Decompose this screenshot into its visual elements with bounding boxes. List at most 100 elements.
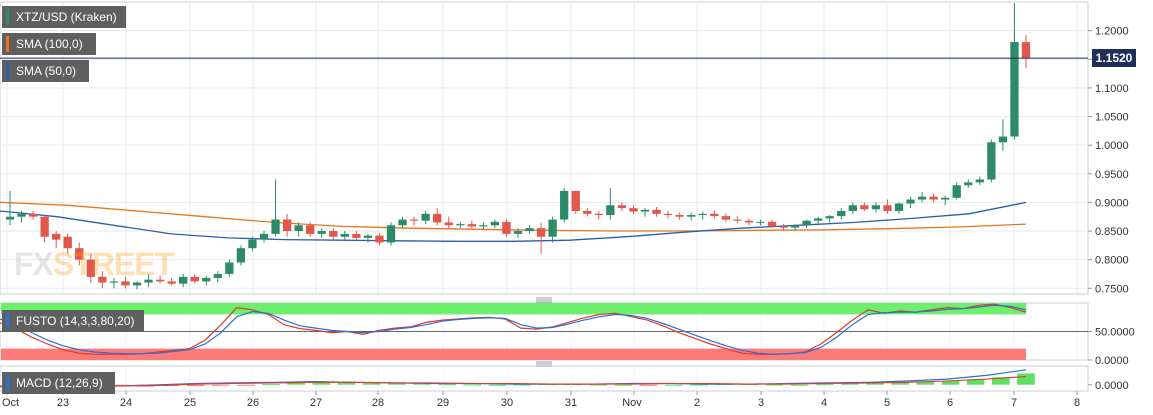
macd-histogram-bar: [337, 381, 356, 385]
candle-body: [5, 216, 15, 220]
x-axis-tick-label: 2: [694, 397, 700, 409]
macd-histogram-bar: [690, 384, 708, 386]
candle-body: [987, 142, 996, 180]
macd-histogram-bar: [992, 377, 1010, 385]
candle-body: [998, 136, 1008, 143]
candle-body: [190, 276, 199, 282]
macd-line: [0, 369, 1027, 388]
candle-body: [663, 213, 673, 215]
y-axis-tick-label: 0.9000: [1095, 197, 1129, 209]
macd-histogram-bar: [362, 382, 381, 385]
candle-body: [779, 226, 788, 228]
candle-body: [386, 225, 396, 243]
candle-body: [860, 205, 869, 210]
sma100-legend-tag[interactable]: SMA (100,0): [2, 33, 96, 55]
candle-body: [121, 281, 130, 286]
candle-body: [756, 221, 765, 223]
candle-body: [733, 219, 742, 221]
candle-body: [17, 213, 26, 217]
overbought-zone: [1, 303, 1026, 315]
macd-histogram-bar: [765, 384, 784, 386]
candle-body: [594, 213, 603, 215]
fxstreet-watermark: FXSTREET: [14, 246, 174, 282]
candle-body: [236, 248, 246, 263]
macd-histogram-bar: [664, 384, 683, 386]
pair-legend-tag[interactable]: XTZ/USD (Kraken): [2, 6, 126, 28]
candle-body: [536, 228, 546, 237]
x-axis-tick-label: 31: [565, 397, 577, 409]
x-axis-tick-label: 24: [120, 397, 132, 409]
x-axis-tick-label: 7: [1011, 397, 1017, 409]
candle-body: [259, 233, 269, 240]
fusto-legend-label: FUSTO (14,3,3,80,20): [16, 314, 135, 328]
macd-histogram-bar: [312, 382, 331, 385]
macd-histogram-bar: [287, 382, 305, 385]
x-axis-tick-label: 5: [884, 397, 890, 409]
candle-body: [929, 196, 938, 200]
sma50-legend-tag[interactable]: SMA (50,0): [2, 60, 89, 82]
macd-histogram-bar: [941, 381, 960, 385]
x-axis-tick-label: 8: [1074, 397, 1080, 409]
sma50-color-swatch: [6, 63, 9, 79]
fusto-d-line: [0, 304, 1027, 355]
candle-body: [617, 205, 627, 209]
candle-body: [167, 281, 176, 284]
candle-body: [883, 205, 892, 211]
candle-body: [606, 205, 615, 215]
candle-body: [271, 219, 280, 234]
candle-body: [109, 281, 119, 283]
candle-body: [282, 219, 292, 232]
macd-histogram-bar: [966, 379, 985, 385]
candle-body: [352, 233, 361, 238]
x-axis-tick-label: 6: [947, 397, 953, 409]
fusto-k-line: [0, 303, 1027, 355]
sma50-legend-label: SMA (50,0): [16, 64, 77, 78]
candle-body: [98, 276, 107, 283]
macd-histogram-bar: [388, 382, 406, 385]
fusto-tick-label: 50.0000: [1095, 327, 1135, 339]
candle-body: [433, 213, 442, 223]
candle-body: [490, 221, 500, 226]
macd-signal-line: [0, 376, 1027, 388]
fusto-legend-tag[interactable]: FUSTO (14,3,3,80,20): [2, 310, 144, 332]
candle-body: [814, 218, 823, 221]
x-axis-tick-label: 23: [57, 397, 69, 409]
candle-body: [975, 179, 984, 183]
candle-body: [583, 210, 592, 214]
macd-histogram-bar: [237, 384, 255, 386]
candle-body: [398, 219, 407, 226]
candle-body: [952, 185, 961, 198]
macd-tick-label: 0.0000: [1095, 380, 1129, 392]
macd-histogram-bar: [614, 384, 633, 386]
macd-histogram-bar: [639, 384, 658, 386]
macd-histogram-bar: [211, 384, 230, 386]
candle-body: [744, 220, 754, 223]
candle-body: [802, 220, 811, 226]
candle-body: [502, 221, 511, 234]
sma100-line: [0, 201, 1027, 232]
candle-body: [525, 228, 534, 232]
macd-histogram-bar: [438, 384, 456, 386]
macd-histogram-bar: [186, 384, 205, 386]
candle-body: [28, 213, 38, 217]
y-axis-tick-label: 0.8000: [1095, 255, 1129, 267]
candle-body: [456, 224, 465, 226]
y-axis-tick-label: 0.9500: [1095, 169, 1129, 181]
macd-histogram-bar: [488, 384, 507, 386]
y-axis-tick-label: 1.0500: [1095, 112, 1129, 124]
macd-histogram-bar: [513, 384, 532, 386]
fusto-tick-label: 0.0000: [1095, 355, 1129, 367]
candle-body: [560, 190, 569, 220]
candle-body: [687, 214, 696, 217]
candle-body: [906, 199, 915, 204]
candle-body: [871, 205, 881, 210]
macd-legend-tag[interactable]: MACD (12,26,9): [2, 372, 115, 394]
sma100-color-swatch: [6, 36, 9, 52]
candle-body: [652, 209, 661, 214]
candle-body: [548, 219, 557, 237]
y-axis-tick-label: 0.8500: [1095, 226, 1129, 238]
x-axis-tick-label: 29: [437, 397, 449, 409]
macd-histogram-bar: [413, 383, 431, 385]
x-axis-tick-label: 4: [821, 397, 827, 409]
